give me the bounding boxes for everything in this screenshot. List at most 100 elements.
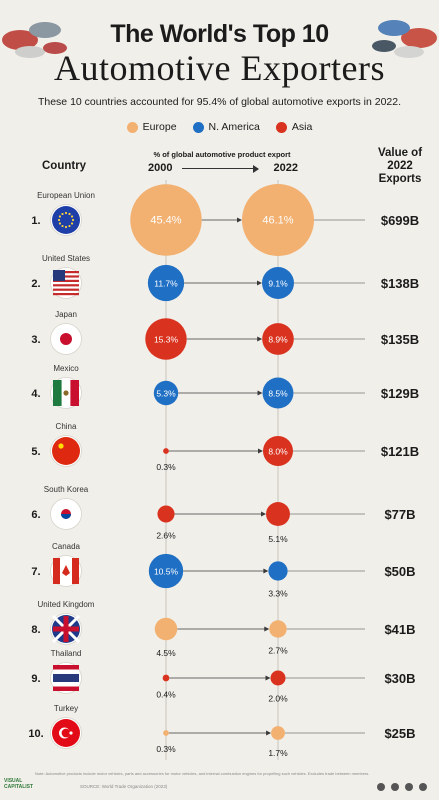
rank-label: 1. (31, 215, 40, 227)
linkedin-icon[interactable] (419, 783, 427, 791)
flag-eu-star (61, 224, 64, 228)
chart-subtitle: These 10 countries accounted for 95.4% o… (37, 96, 402, 108)
connector-arrowhead (237, 217, 242, 223)
bubble-2022 (262, 267, 294, 299)
export-value-label: $30B (384, 671, 415, 686)
country-name: China (56, 422, 77, 431)
flag-us-canton (53, 270, 65, 281)
bubble-2000 (154, 617, 178, 641)
bubble-2022 (270, 670, 286, 686)
share-label-2022: 9.1% (268, 279, 288, 289)
rank-label: 3. (31, 334, 40, 346)
year-end-label: 2022 (273, 162, 298, 174)
share-label-2000: 0.3% (156, 462, 176, 472)
flag-mx-green (53, 380, 62, 406)
bubble-2000 (145, 318, 187, 360)
share-label-2022: 2.7% (268, 646, 288, 656)
flag-th-blue (53, 674, 79, 682)
connector-arrowhead (265, 675, 271, 681)
social-icons (377, 783, 427, 791)
flag-eu-star (58, 215, 62, 218)
share-label-2022: 8.9% (268, 335, 288, 345)
flag-mx-emblem (63, 390, 69, 396)
flag-eu-star (70, 215, 74, 218)
bubble-2022 (242, 184, 314, 256)
instagram-icon[interactable] (405, 783, 413, 791)
legend-swatch-europe (126, 121, 138, 133)
country-name: European Union (37, 191, 95, 200)
flag-us-stripe (53, 288, 79, 291)
share-label-2000: 45.4% (150, 215, 181, 227)
export-value-label: $77B (384, 507, 415, 522)
rank-label: 8. (31, 624, 40, 636)
connector-arrowhead (257, 336, 263, 342)
connector-arrowhead (261, 511, 267, 517)
flag-uk-v (63, 616, 69, 642)
value-header-line1: Value of (377, 147, 423, 159)
share-label-2022: 1.7% (268, 748, 288, 758)
rank-label: 6. (31, 509, 40, 521)
share-column-header: % of global automotive product export (153, 150, 291, 159)
legend: Europe N. America Asia (0, 121, 439, 133)
rank-label: 10. (28, 728, 43, 740)
facebook-icon[interactable] (377, 783, 385, 791)
car-illustration-right (369, 10, 439, 60)
bubble-2022 (271, 726, 285, 740)
share-label-2022: 8.0% (268, 447, 288, 457)
flag-eu-star (64, 211, 68, 215)
country-name: Mexico (53, 364, 79, 373)
legend-item-north-america: N. America (192, 121, 260, 133)
share-label-2000: 0.4% (156, 689, 176, 699)
flag-us-stripe (53, 284, 79, 287)
footer-source: SOURCE: World Trade Organization (2023) (80, 784, 168, 789)
value-column-header: Value of 2022 Exports (364, 147, 436, 186)
export-value-label: $135B (381, 332, 419, 347)
legend-label-europe: Europe (142, 121, 177, 133)
flag-eu-star (70, 222, 74, 225)
share-label-2000: 11.7% (154, 279, 178, 289)
flag-eu-star (61, 212, 64, 216)
flag-eu-star (58, 222, 62, 225)
bubble-2000 (148, 553, 184, 589)
share-label-2000: 10.5% (154, 567, 179, 577)
country-name: Canada (52, 542, 81, 551)
share-label-2022: 2.0% (268, 693, 288, 703)
legend-swatch-asia (275, 121, 287, 133)
rank-label: 2. (31, 278, 40, 290)
value-header-line2: 2022 (387, 160, 413, 172)
connector-arrowhead (257, 390, 263, 396)
legend-label-asia: Asia (291, 121, 313, 133)
export-value-label: $50B (384, 564, 415, 579)
share-label-2022: 46.1% (262, 215, 293, 227)
share-label-2022: 8.5% (268, 389, 288, 399)
country-name: United Kingdom (38, 600, 95, 609)
country-name: South Korea (44, 485, 89, 494)
bubble-2000 (130, 184, 202, 256)
bubble-2000 (157, 505, 175, 523)
country-name: Japan (55, 310, 77, 319)
twitter-icon[interactable] (391, 783, 399, 791)
legend-item-asia: Asia (275, 121, 313, 133)
bubble-2022 (266, 502, 290, 526)
publisher-logo: VISUAL CAPITALIST (4, 778, 34, 790)
flag-eu-star (57, 218, 61, 222)
bubble-2000 (163, 448, 169, 454)
rank-label: 7. (31, 566, 40, 578)
share-label-2022: 5.1% (268, 534, 288, 544)
flag-ca-right (72, 558, 79, 584)
flag-eu-star (68, 212, 71, 216)
flag-th-red-top (53, 665, 79, 670)
bubble-2000 (153, 380, 179, 406)
flag-us-stripe (53, 271, 79, 274)
flag-th-red-bottom (53, 686, 79, 691)
chart-title-line2: Automotive Exporters (54, 48, 385, 88)
share-label-2000: 0.3% (156, 744, 176, 754)
country-name: Turkey (54, 704, 78, 713)
country-name: Thailand (51, 649, 82, 658)
legend-label-north-america: N. America (208, 121, 260, 133)
bubble-2022 (262, 323, 294, 355)
share-label-2000: 2.6% (156, 531, 176, 541)
share-label-2000: 5.3% (156, 389, 176, 399)
year-arrow (182, 165, 259, 173)
